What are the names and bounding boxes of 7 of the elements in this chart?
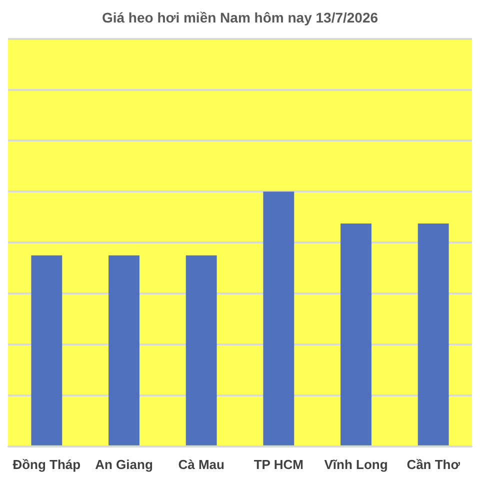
x-tick-label: Vĩnh Long xyxy=(324,456,388,472)
x-tick-label: An Giang xyxy=(95,456,153,472)
x-tick-label: Cà Mau xyxy=(178,456,225,472)
x-tick-label: Đồng Tháp xyxy=(12,456,81,472)
chart-title: Giá heo hơi miền Nam hôm nay 13/7/2026 xyxy=(102,9,378,26)
x-tick-label: Cần Thơ xyxy=(406,456,461,472)
x-tick-label: TP HCM xyxy=(254,456,304,472)
